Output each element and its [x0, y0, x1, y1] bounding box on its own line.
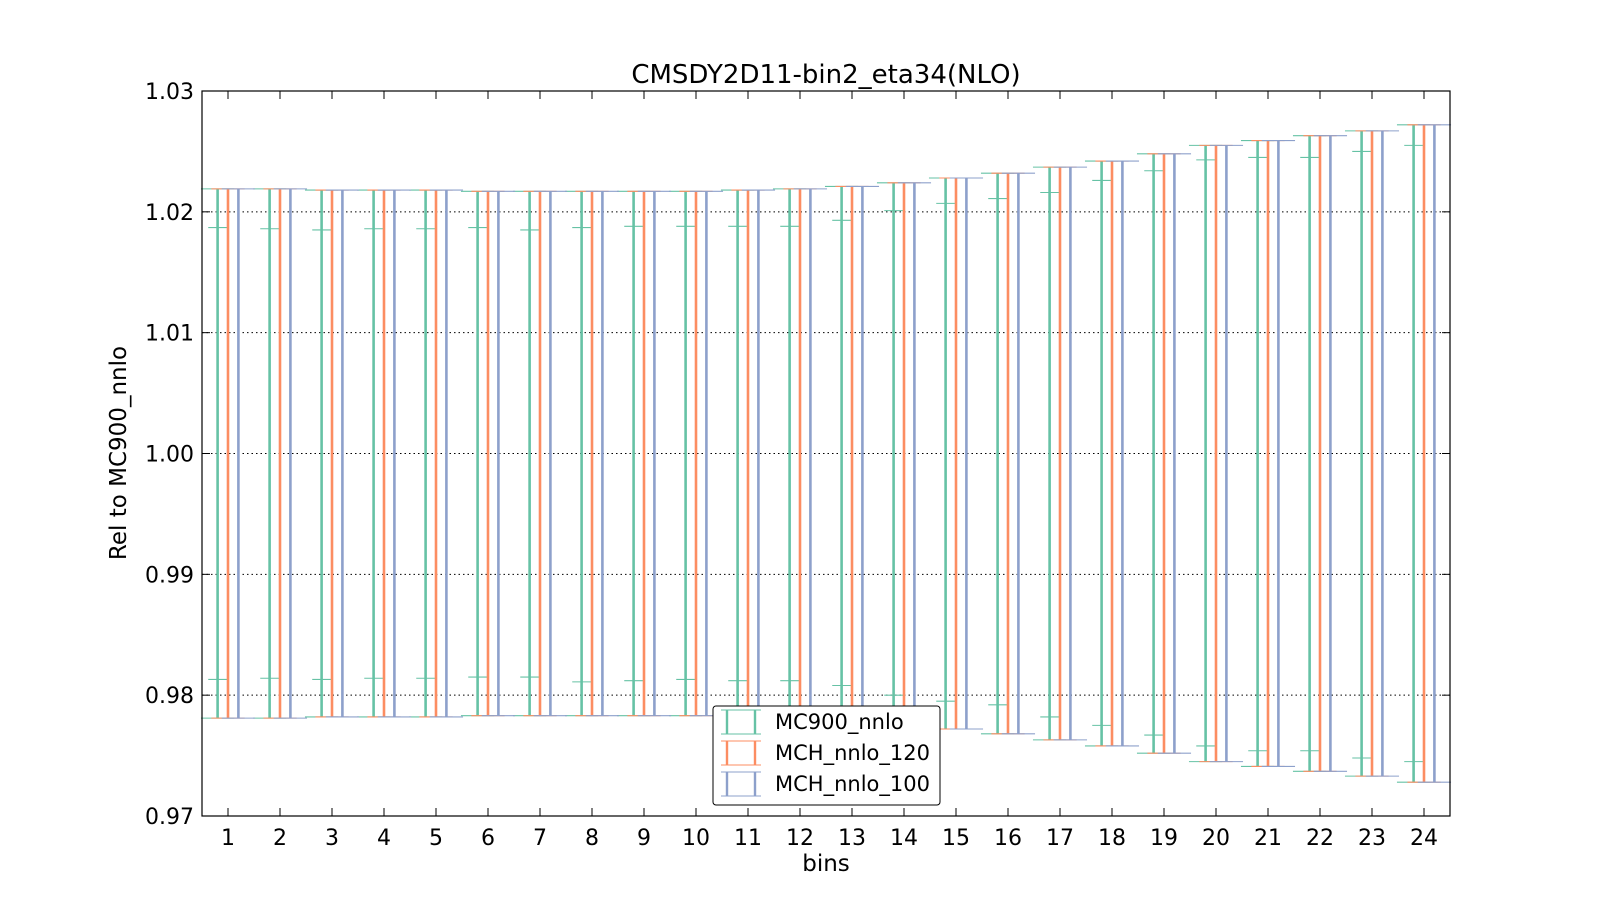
x-tick-label: 5: [429, 826, 443, 851]
ticks-layer: 0.970.980.991.001.011.021.031 2 3 4 5 6 7 8 9 10 1…: [145, 80, 1450, 851]
y-tick-label: 1.01: [145, 322, 194, 347]
legend: MC900_nnlo MCH_nnlo_120 MCH_nnlo_100: [712, 705, 941, 806]
chart-title: CMSDY2D11-bin2_eta34(NLO): [631, 60, 1020, 90]
error-bars-layer: [200, 124, 1452, 783]
x-tick-label: 14: [890, 826, 918, 851]
x-tick-label: 8: [585, 826, 599, 851]
y-tick-label: 0.99: [145, 563, 194, 588]
legend-label: MC900_nnlo: [775, 710, 904, 735]
x-tick-label: 12: [786, 826, 814, 851]
y-axis-label: Rel to MC900_nnlo: [106, 346, 132, 560]
x-tick-label: 19: [1150, 826, 1178, 851]
x-tick-label: 2: [273, 826, 287, 851]
x-tick-label: 3: [325, 826, 339, 851]
x-axis-label: bins: [802, 851, 850, 877]
legend-label: MCH_nnlo_120: [775, 741, 930, 766]
y-tick-label: 1.00: [145, 443, 194, 468]
x-tick-label: 15: [942, 826, 970, 851]
x-tick-label: 16: [994, 826, 1022, 851]
x-tick-label: 1: [221, 826, 235, 851]
series-MCH_nnlo_100: [221, 124, 1452, 783]
legend-frame: [712, 705, 941, 806]
legend-items: MC900_nnlo MCH_nnlo_120 MCH_nnlo_100: [721, 709, 930, 797]
legend-label: MCH_nnlo_100: [775, 772, 930, 797]
x-tick-label: 6: [481, 826, 495, 851]
x-tick-label: 23: [1358, 826, 1386, 851]
x-tick-label: 9: [637, 826, 651, 851]
x-tick-label: 11: [734, 826, 762, 851]
x-tick-label: 4: [377, 826, 391, 851]
x-tick-label: 20: [1202, 826, 1230, 851]
x-tick-label: 21: [1254, 826, 1282, 851]
x-tick-label: 17: [1046, 826, 1074, 851]
x-tick-label: 22: [1306, 826, 1334, 851]
x-tick-label: 13: [838, 826, 866, 851]
series-MC900_nnlo: [200, 124, 1431, 783]
x-tick-label: 7: [533, 826, 547, 851]
y-tick-label: 1.02: [145, 201, 194, 226]
y-tick-label: 0.97: [145, 805, 194, 830]
x-tick-label: 10: [682, 826, 710, 851]
grid-layer: [202, 211, 1450, 696]
x-tick-label: 18: [1098, 826, 1126, 851]
y-tick-label: 1.03: [145, 80, 194, 105]
x-tick-label: 24: [1410, 826, 1438, 851]
y-tick-label: 0.98: [145, 684, 194, 709]
